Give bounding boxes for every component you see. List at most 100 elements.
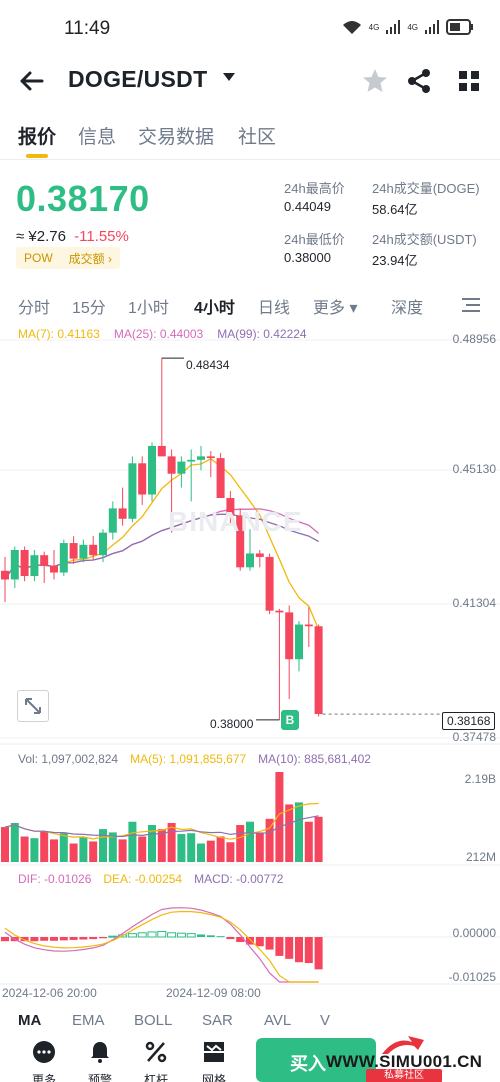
time-label-1: 2024-12-06 20:00 xyxy=(2,986,97,1000)
candle-body xyxy=(216,458,225,498)
kline-chart-area[interactable]: BINANCE MA(7): 0.41163 MA(25): 0.44003 M… xyxy=(0,320,500,1010)
macd-bar xyxy=(186,933,196,938)
interval-1h[interactable]: 1小时 xyxy=(128,300,169,317)
tab-info[interactable]: 信息 xyxy=(78,127,117,148)
ma99-line xyxy=(4,513,319,580)
candle-body xyxy=(20,549,29,576)
signal-icon-2 xyxy=(425,20,439,34)
percent-icon xyxy=(145,1041,167,1063)
volume-bar xyxy=(30,838,39,862)
volume-bar xyxy=(275,772,284,862)
alert-action[interactable]: 预警 xyxy=(80,1040,120,1082)
amount-value: 23.94亿 xyxy=(372,253,418,268)
interval-4h[interactable]: 4小时 xyxy=(194,300,235,317)
tab-trade-data[interactable]: 交易数据 xyxy=(138,127,215,148)
volume-bar xyxy=(10,822,19,862)
candle-body xyxy=(285,612,294,660)
indicator-ema[interactable]: EMA xyxy=(72,1012,105,1029)
tag-turnover: 成交额 › xyxy=(68,251,113,266)
net-label-1: 4G xyxy=(368,22,380,32)
volume-bar xyxy=(255,832,264,862)
candle-body xyxy=(128,463,137,519)
brand-logo-icon xyxy=(382,1036,424,1054)
price-change: -11.55% xyxy=(74,228,129,245)
dif-label: DIF: -0.01026 xyxy=(18,872,92,886)
macd-bar xyxy=(275,937,284,956)
candle-body xyxy=(226,497,235,516)
battery-icon xyxy=(446,19,473,35)
tab-community[interactable]: 社区 xyxy=(238,127,277,148)
pair-title[interactable]: DOGE/USDT xyxy=(68,66,208,92)
candle-body xyxy=(236,515,245,568)
ma25-label: MA(25): 0.44003 xyxy=(113,327,204,341)
indicator-v[interactable]: V xyxy=(320,1012,331,1029)
volume-bar xyxy=(187,833,196,862)
ma-legend: MA(7): 0.41163 MA(25): 0.44003 MA(99): 0… xyxy=(18,327,307,341)
volume-bar xyxy=(40,831,49,862)
buy-marker[interactable]: B xyxy=(281,710,299,730)
price-axis-4: 0.37478 xyxy=(452,730,496,744)
volume-axis-bottom: 212M xyxy=(465,850,496,864)
volume-bar xyxy=(285,804,294,862)
net-label-2: 4G xyxy=(407,22,418,32)
low-marker-label: 0.38000 xyxy=(210,717,254,731)
volume-bar xyxy=(108,832,117,862)
volume-bar xyxy=(177,834,186,862)
price-axis-3: 0.41304 xyxy=(452,596,496,610)
candle-body xyxy=(79,544,88,559)
alert-label: 预警 xyxy=(87,1073,112,1082)
candle-body xyxy=(275,610,284,613)
indicator-ma[interactable]: MA xyxy=(18,1012,42,1029)
interval-1d[interactable]: 日线 xyxy=(258,300,291,317)
interval-line[interactable]: 分时 xyxy=(18,300,51,317)
grid-menu-icon[interactable] xyxy=(454,66,484,96)
time-label-2: 2024-12-09 08:00 xyxy=(166,986,261,1000)
active-tab-indicator xyxy=(26,154,48,158)
volume-bar xyxy=(128,821,137,862)
volume-value-label: Vol: 1,097,002,824 xyxy=(18,752,119,766)
volume-axis-top: 2.19B xyxy=(464,772,496,786)
back-arrow-icon[interactable] xyxy=(16,66,48,96)
macd-bar xyxy=(137,932,147,938)
macd-bar xyxy=(89,937,98,940)
buy-button[interactable]: 买入 xyxy=(256,1038,376,1082)
interval-more[interactable]: 更多 ▾ xyxy=(313,300,358,317)
chart-settings-icon[interactable] xyxy=(460,296,482,314)
volume-bar xyxy=(167,822,176,862)
more-action[interactable]: 更多 xyxy=(24,1040,64,1082)
macd-bar xyxy=(176,932,186,938)
candle-body xyxy=(40,555,49,566)
caret-down-icon[interactable] xyxy=(222,72,236,82)
depth-tab[interactable]: 深度 xyxy=(391,300,424,317)
expand-chart-button[interactable] xyxy=(17,690,49,722)
interval-15m[interactable]: 15分 xyxy=(72,300,106,317)
candle-body xyxy=(314,626,323,715)
volume-bar xyxy=(1,827,9,862)
volume-bar xyxy=(20,836,29,862)
leverage-action[interactable]: 杠杆 xyxy=(136,1040,176,1082)
volume-bar xyxy=(216,836,225,862)
tab-quote[interactable]: 报价 xyxy=(18,127,57,148)
tag-bar[interactable]: POW 成交额 › xyxy=(16,247,121,269)
volume-ma10-line xyxy=(4,815,319,838)
volume-bar xyxy=(118,839,127,862)
macd-bar xyxy=(265,937,274,950)
site-watermark-text: WWW.SIMU001.CN xyxy=(326,1052,483,1071)
volume-bar xyxy=(314,816,323,862)
star-icon[interactable] xyxy=(360,66,390,96)
macd-bar xyxy=(167,932,177,938)
volume-legend: Vol: 1,097,002,824 MA(5): 1,091,855,677 … xyxy=(18,752,371,766)
macd-bar xyxy=(108,935,118,938)
share-icon[interactable] xyxy=(404,66,434,96)
macd-bar xyxy=(255,937,264,947)
macd-bar xyxy=(20,937,29,942)
indicator-avl[interactable]: AVL xyxy=(264,1012,292,1029)
macd-value-label: MACD: -0.00772 xyxy=(194,872,284,886)
indicator-sar[interactable]: SAR xyxy=(202,1012,233,1029)
candle-body xyxy=(108,508,117,533)
indicator-boll[interactable]: BOLL xyxy=(134,1012,173,1029)
grid-action[interactable]: 网格 xyxy=(194,1040,234,1082)
candle-body xyxy=(69,543,78,559)
candle-body xyxy=(255,553,264,557)
candle-body xyxy=(167,456,176,474)
